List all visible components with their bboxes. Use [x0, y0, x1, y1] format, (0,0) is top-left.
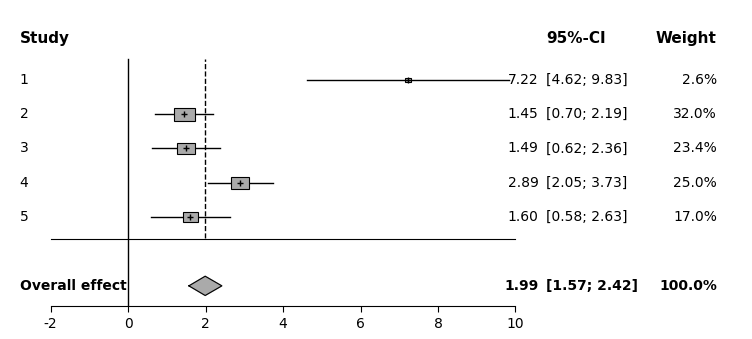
Text: 100.0%: 100.0% — [659, 279, 717, 293]
Text: [0.70; 2.19]: [0.70; 2.19] — [547, 107, 628, 121]
Text: 2.6%: 2.6% — [682, 73, 717, 87]
Text: [0.62; 2.36]: [0.62; 2.36] — [547, 141, 628, 156]
Text: 17.0%: 17.0% — [673, 210, 717, 224]
Text: 25.0%: 25.0% — [673, 176, 717, 190]
Text: [2.05; 3.73]: [2.05; 3.73] — [547, 176, 628, 190]
Text: [0.58; 2.63]: [0.58; 2.63] — [547, 210, 628, 224]
Text: 1.45: 1.45 — [508, 107, 538, 121]
Bar — [231, 177, 249, 188]
Text: 4: 4 — [20, 176, 29, 190]
Text: Study: Study — [20, 31, 70, 46]
Text: 95%-CI: 95%-CI — [547, 31, 606, 46]
Text: 1: 1 — [20, 73, 29, 87]
Text: 2.89: 2.89 — [508, 176, 538, 190]
Text: 32.0%: 32.0% — [673, 107, 717, 121]
Text: 3: 3 — [20, 141, 29, 156]
Text: 23.4%: 23.4% — [673, 141, 717, 156]
Bar — [183, 213, 198, 222]
Polygon shape — [189, 276, 222, 296]
Text: 1.49: 1.49 — [508, 141, 538, 156]
Text: Weight: Weight — [656, 31, 717, 46]
Text: Overall effect: Overall effect — [20, 279, 126, 293]
Text: 7.22: 7.22 — [508, 73, 538, 87]
Bar — [177, 143, 195, 154]
Text: 5: 5 — [20, 210, 29, 224]
Text: [1.57; 2.42]: [1.57; 2.42] — [547, 279, 638, 293]
Bar — [405, 78, 411, 82]
Bar — [174, 107, 195, 121]
Text: 2: 2 — [20, 107, 29, 121]
Text: 1.99: 1.99 — [505, 279, 538, 293]
Text: [4.62; 9.83]: [4.62; 9.83] — [547, 73, 628, 87]
Text: 1.60: 1.60 — [508, 210, 538, 224]
